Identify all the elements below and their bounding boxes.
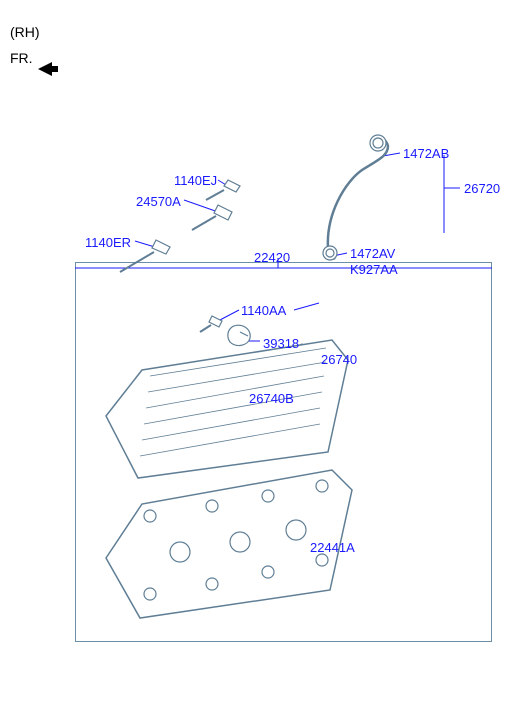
part-label-24570A[interactable]: 24570A	[136, 194, 181, 209]
part-label-22441A[interactable]: 22441A	[310, 540, 355, 555]
part-label-1140ER[interactable]: 1140ER	[85, 235, 131, 250]
part-label-22420[interactable]: 22420	[254, 250, 290, 265]
part-label-26720[interactable]: 26720	[464, 181, 500, 196]
direction-arrow-icon	[38, 62, 58, 81]
diagram-frame	[75, 262, 492, 642]
part-label-1140EJ[interactable]: 1140EJ	[174, 173, 217, 188]
part-label-39318[interactable]: 39318	[263, 336, 299, 351]
part-label-26740B[interactable]: 26740B	[249, 391, 294, 406]
fr-label: FR.	[10, 50, 33, 66]
part-label-1472AV[interactable]: 1472AV	[350, 246, 395, 261]
part-label-K927AA[interactable]: K927AA	[350, 262, 398, 277]
part-label-1140AA[interactable]: 1140AA	[241, 303, 286, 318]
rh-label: (RH)	[10, 24, 40, 40]
part-label-1472AB[interactable]: 1472AB	[403, 146, 449, 161]
part-label-26740[interactable]: 26740	[321, 352, 357, 367]
